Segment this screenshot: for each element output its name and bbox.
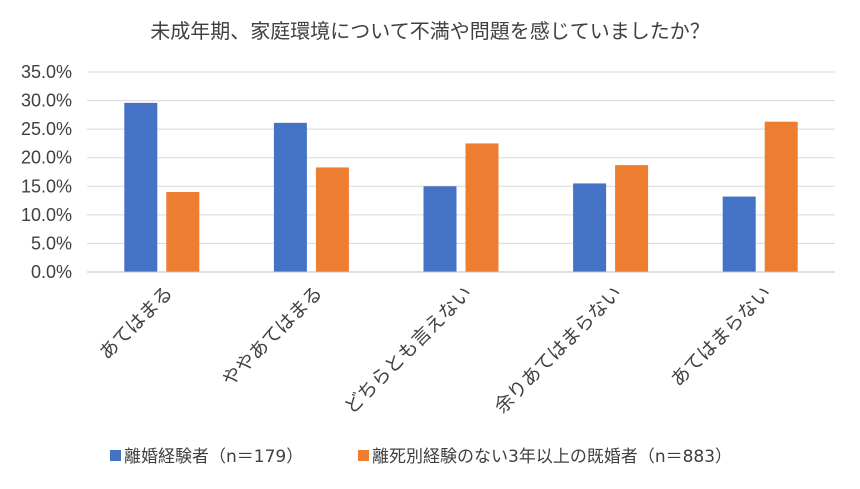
y-tick-label: 15.0%: [21, 176, 72, 196]
bar-series1-cat5: [722, 196, 756, 272]
legend-label: 離婚経験者（n＝179）: [124, 447, 303, 467]
bar-series1-cat2: [273, 122, 307, 272]
bar-series2-cat5: [764, 121, 798, 272]
legend-swatch: [358, 450, 369, 461]
legend: 離婚経験者（n＝179） 離死別経験のない3年以上の既婚者（n＝883）: [110, 447, 732, 467]
bar-series1-cat3: [423, 186, 457, 272]
y-tick-label: 5.0%: [31, 233, 72, 253]
x-category-label: ややあてはまる: [218, 282, 327, 391]
x-category-label: 余りあてはまらない: [490, 282, 626, 418]
bar-series2-cat3: [465, 143, 499, 272]
x-category-label: どちらとも言えない: [340, 282, 476, 418]
x-axis-category-labels: あてはまる ややあてはまる どちらとも言えない 余りあてはまらない あてはまらない: [95, 282, 776, 418]
bar-series2-cat2: [315, 167, 349, 272]
x-category-label: あてはまる: [95, 282, 177, 364]
bar-series2-cat4: [615, 165, 649, 272]
legend-swatch: [110, 450, 121, 461]
y-tick-label: 20.0%: [21, 148, 72, 168]
y-tick-label: 25.0%: [21, 119, 72, 139]
y-tick-label: 30.0%: [21, 91, 72, 111]
y-tick-label: 35.0%: [21, 62, 72, 82]
bar-series2-cat1: [166, 192, 200, 272]
legend-label: 離死別経験のない3年以上の既婚者（n＝883）: [372, 447, 732, 467]
bar-series1-cat1: [124, 102, 158, 272]
y-axis-ticks: 0.0% 5.0% 10.0% 15.0% 20.0% 25.0% 30.0% 35.0%: [21, 62, 72, 282]
chart-title: 未成年期、家庭環境について不満や問題を感じていましたか？: [150, 19, 709, 43]
y-tick-label: 0.0%: [31, 262, 72, 282]
bar-series1-cat4: [573, 183, 607, 272]
x-category-label: あてはまらない: [667, 282, 776, 391]
y-tick-label: 10.0%: [21, 205, 72, 225]
bars: [124, 102, 798, 272]
gridlines: [87, 71, 835, 244]
